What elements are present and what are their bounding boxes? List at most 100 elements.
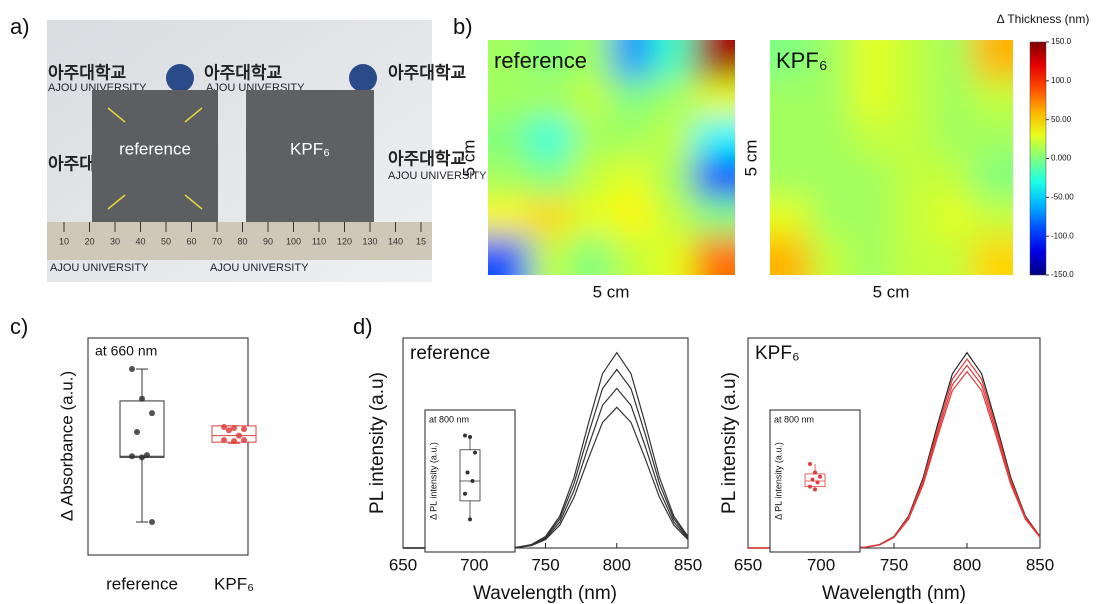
- ruler-label: 120: [337, 236, 352, 246]
- inset-point: [463, 433, 467, 438]
- heatmap-cell: [488, 235, 531, 275]
- watermark: 아주대학교: [48, 63, 127, 82]
- inset-point: [813, 470, 817, 475]
- inset-point: [468, 434, 472, 439]
- heatmap-cell: [932, 196, 974, 237]
- heatmap-cell: [693, 157, 735, 198]
- panel-title: KPF₆: [776, 48, 828, 73]
- heatmap-cell: [529, 40, 572, 81]
- panel-label: a): [10, 14, 30, 39]
- ruler-label: 10: [59, 236, 69, 246]
- ruler-label: 80: [237, 236, 247, 246]
- watermark: AJOU UNIVERSITY: [50, 262, 149, 274]
- heatmap-cell: [972, 196, 1013, 237]
- data-point: [236, 432, 242, 439]
- heatmap-cell: [570, 118, 613, 159]
- heatmap-cell: [693, 118, 735, 159]
- heatmap-cell: [851, 118, 893, 159]
- heatmap-cell: [611, 235, 654, 275]
- heatmap-cell: [488, 118, 531, 159]
- heatmap-cell: [611, 157, 654, 198]
- x-tick-label: 850: [674, 555, 702, 574]
- heatmap-cell: [570, 196, 613, 237]
- watermark: AJOU UNIVERSITY: [210, 262, 309, 274]
- heatmap-cell: [529, 157, 572, 198]
- x-tick-label: 650: [734, 555, 762, 574]
- x-tick-label: 800: [953, 555, 981, 574]
- data-point: [139, 395, 145, 402]
- sample-label: KPF₆: [290, 139, 330, 158]
- data-point: [149, 519, 155, 526]
- colorbar-tick-label: -100.0: [1051, 231, 1074, 240]
- x-axis-label: 5 cm: [873, 282, 910, 301]
- heatmap-cell: [770, 196, 812, 237]
- heatmap-cell: [693, 235, 735, 275]
- inset-y-label: Δ PL intensity (a.u.): [773, 442, 783, 520]
- heatmap-cell: [488, 79, 531, 120]
- watermark: 아주대학교: [204, 63, 283, 82]
- heatmap-cell: [972, 40, 1013, 81]
- ruler-label: 110: [312, 236, 326, 246]
- heatmap-cell: [488, 196, 531, 237]
- heatmap: [488, 40, 735, 275]
- ruler-label: 100: [286, 236, 301, 246]
- heatmap-cell: [891, 40, 933, 81]
- heatmap-cell: [932, 157, 974, 198]
- panel-title: reference: [494, 48, 587, 73]
- inset-point: [813, 487, 817, 492]
- heatmap-cells: [488, 40, 735, 275]
- logo: [349, 64, 377, 92]
- colorbar-tick-label: 100.0: [1051, 76, 1072, 85]
- colorbar-tick-label: 150.0: [1051, 37, 1072, 46]
- inset-point: [808, 461, 812, 466]
- colorbar-tick-label: -50.00: [1051, 192, 1074, 201]
- sample-film: [92, 90, 218, 230]
- heatmap-cell: [652, 235, 695, 275]
- data-point: [134, 428, 140, 435]
- ruler-label: 15: [416, 236, 426, 246]
- annotation: at 660 nm: [95, 343, 157, 359]
- heatmap-cell: [972, 235, 1013, 275]
- heatmap-cell: [851, 157, 893, 198]
- y-axis-label: 5 cm: [459, 140, 478, 177]
- y-axis-label: PL intensity (a.u): [719, 372, 740, 514]
- x-tick-label: 650: [389, 555, 417, 574]
- data-point: [139, 454, 145, 461]
- data-point: [226, 427, 232, 434]
- heatmap-cell: [611, 196, 654, 237]
- panel-label: d): [353, 314, 373, 339]
- heatmap-cell: [693, 196, 735, 237]
- heatmap-cell: [972, 118, 1013, 159]
- inset-y-label: Δ PL intensity (a.u.): [428, 442, 438, 520]
- heatmap-cell: [891, 157, 933, 198]
- inset-point: [808, 484, 812, 489]
- heatmap-cell: [570, 40, 613, 81]
- heatmap-cell: [770, 235, 812, 275]
- heatmap-cell: [529, 118, 572, 159]
- y-axis-label: PL intensity (a.u): [367, 372, 388, 514]
- data-point: [144, 452, 150, 459]
- x-axis-label: Wavelength (nm): [473, 583, 617, 604]
- ruler-label: 20: [84, 236, 94, 246]
- panel-label: b): [453, 14, 473, 39]
- watermark: 아주대학교: [388, 63, 467, 82]
- heatmap-cell: [851, 196, 893, 237]
- x-axis-label: Wavelength (nm): [822, 583, 966, 604]
- heatmap-cell: [611, 79, 654, 120]
- data-point: [129, 453, 135, 460]
- heatmap-cell: [770, 118, 812, 159]
- data-point: [129, 366, 135, 373]
- heatmap-cell: [770, 40, 812, 81]
- arrows: [107, 107, 203, 210]
- watermark: 아주대학교: [388, 149, 467, 168]
- heatmap-cell: [891, 118, 933, 159]
- heatmap-cell: [529, 196, 572, 237]
- inset-box: [459, 449, 481, 502]
- heatmap-cell: [570, 235, 613, 275]
- heatmap-cell: [529, 79, 572, 120]
- colorbar-tick-label: 50.00: [1051, 115, 1072, 124]
- ruler-label: 130: [362, 236, 377, 246]
- inset-point: [470, 479, 475, 483]
- data-point: [231, 438, 237, 445]
- plot-title: reference: [410, 343, 490, 364]
